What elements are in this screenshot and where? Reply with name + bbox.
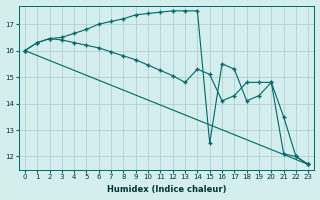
X-axis label: Humidex (Indice chaleur): Humidex (Indice chaleur) [107,185,226,194]
